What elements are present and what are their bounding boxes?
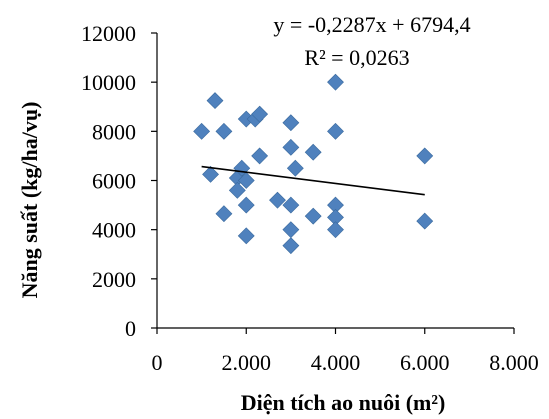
x-tick-label: 6.000: [400, 350, 450, 375]
data-point: [304, 207, 322, 225]
data-point: [193, 122, 211, 140]
data-point: [327, 122, 344, 140]
y-tick-label: 2000: [92, 267, 136, 292]
data-point: [416, 212, 434, 230]
data-point: [251, 105, 269, 123]
data-point: [416, 147, 434, 165]
trendline-equation: y = -0,2287x + 6794,4: [273, 12, 470, 37]
data-point: [282, 237, 300, 255]
data-point: [282, 221, 300, 239]
data-point: [327, 221, 344, 239]
x-tick-label: 4.000: [311, 350, 361, 375]
x-axis-ticks: 0 2.000 4.000 6.000 8.000: [152, 328, 539, 375]
data-point: [215, 122, 233, 140]
y-tick-label: 12000: [81, 21, 136, 46]
trendline: [201, 165, 425, 196]
data-point: [327, 73, 344, 91]
y-axis-title: Năng suất (kg/ha/vụ): [17, 102, 42, 299]
data-point: [233, 159, 251, 177]
y-tick-label: 4000: [92, 218, 136, 243]
data-point: [282, 114, 300, 132]
data-point: [282, 196, 300, 214]
y-tick-label: 8000: [92, 119, 136, 144]
x-tick-label: 8.000: [489, 350, 539, 375]
data-point: [282, 138, 300, 156]
data-point: [269, 191, 286, 209]
y-tick-label: 6000: [92, 169, 136, 194]
data-point: [304, 143, 322, 161]
data-point: [251, 147, 269, 165]
data-point: [237, 227, 255, 245]
data-point: [286, 159, 304, 177]
y-tick-label: 0: [125, 316, 136, 341]
data-point: [228, 181, 246, 199]
data-point: [237, 196, 255, 214]
trendline-group: [201, 165, 425, 196]
data-point: [237, 172, 255, 189]
x-tick-label: 2.000: [222, 350, 272, 375]
data-points: [193, 73, 434, 255]
x-axis-title: Diện tích ao nuôi (m²): [241, 390, 446, 415]
y-axis-ticks: 0 2000 4000 6000 8000 10000 12000: [81, 21, 157, 341]
data-point: [206, 92, 224, 110]
data-point: [202, 165, 219, 183]
y-tick-label: 10000: [81, 70, 136, 95]
x-tick-label: 0: [152, 350, 163, 375]
r-squared-label: R² = 0,0263: [304, 45, 409, 70]
data-point: [215, 205, 233, 223]
